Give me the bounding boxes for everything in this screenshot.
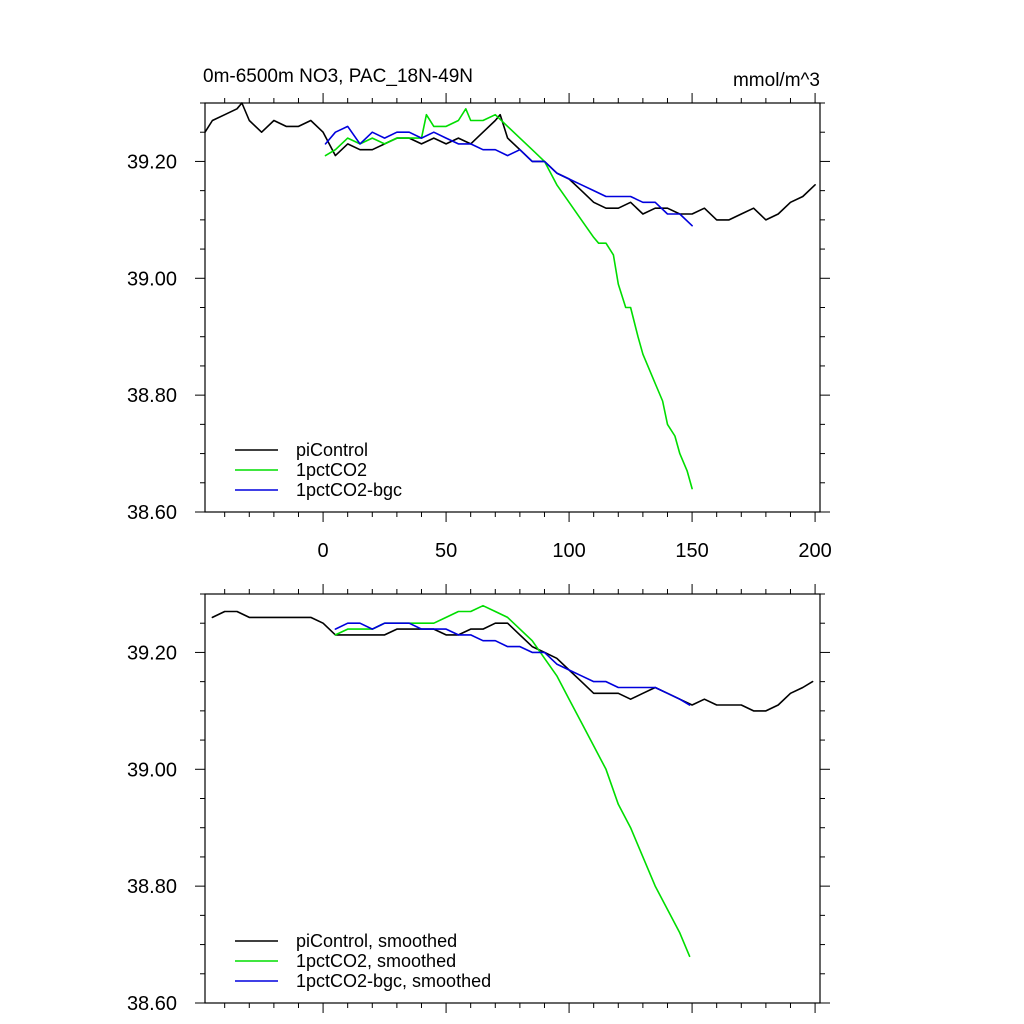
series-line-1pctco2-bgc xyxy=(324,125,693,227)
y-tick-label: 38.60 xyxy=(127,993,177,1015)
top-axes: 38.60 38.80 39.00 39.20 0 50 100 150 200 xyxy=(127,93,832,562)
series-line-1pctco2-smoothed xyxy=(334,604,691,958)
legend-label: piControl xyxy=(296,440,368,460)
chart-title: 0m-6500m NO3, PAC_18N-49N xyxy=(203,66,473,87)
x-tick-label: 50 xyxy=(435,540,457,562)
legend-label: 1pctCO2 xyxy=(296,460,367,480)
bottom-panel: 38.60 38.80 39.00 39.20 piControl, smoothed… xyxy=(127,584,830,1015)
bottom-series-lines xyxy=(211,604,814,958)
series-line-picontrol-smoothed xyxy=(211,610,814,712)
y-tick-label: 39.00 xyxy=(127,268,177,290)
legend-label: 1pctCO2-bgc xyxy=(296,480,402,500)
y-tick-label: 38.60 xyxy=(127,502,177,524)
y-tick-label: 38.80 xyxy=(127,385,177,407)
x-tick-label: 100 xyxy=(552,540,585,562)
y-tick-label: 39.00 xyxy=(127,759,177,781)
series-line-1pctco2 xyxy=(324,108,693,490)
legend-label: piControl, smoothed xyxy=(296,931,457,951)
top-series-lines xyxy=(204,102,816,490)
x-tick-label: 200 xyxy=(798,540,831,562)
top-panel: 0m-6500m NO3, PAC_18N-49N mmol/m^3 38.60… xyxy=(127,66,832,562)
y-tick-label: 39.20 xyxy=(127,151,177,173)
series-line-picontrol xyxy=(204,102,816,221)
series-line-1pctco2-bgc-smoothed xyxy=(334,622,691,706)
legend-label: 1pctCO2-bgc, smoothed xyxy=(296,971,491,991)
y-tick-label: 39.20 xyxy=(127,642,177,664)
x-tick-label: 150 xyxy=(675,540,708,562)
x-tick-label: 0 xyxy=(318,540,329,562)
legend-label: 1pctCO2, smoothed xyxy=(296,951,456,971)
units-label: mmol/m^3 xyxy=(733,70,820,91)
y-tick-label: 38.80 xyxy=(127,876,177,898)
bottom-axes: 38.60 38.80 39.00 39.20 xyxy=(127,584,830,1015)
